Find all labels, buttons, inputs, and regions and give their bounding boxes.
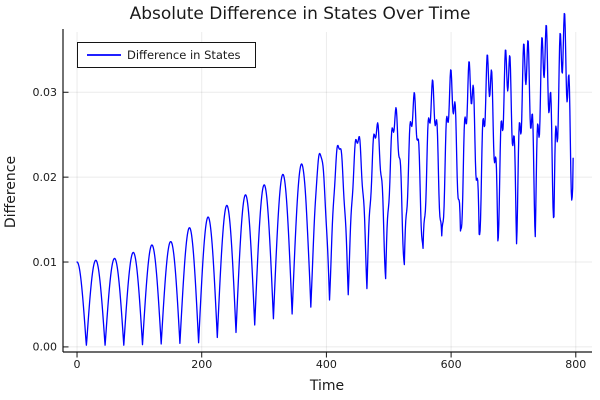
x-tick-label: 0 (74, 358, 81, 371)
legend-label: Difference in States (127, 48, 241, 62)
y-tick-label: 0.00 (33, 341, 58, 354)
tick-marks (63, 91, 577, 358)
series-line-difference-in-states (76, 12, 574, 346)
y-tick-label: 0.03 (33, 86, 58, 99)
x-tick-label: 400 (316, 358, 337, 371)
x-tick-label: 600 (441, 358, 462, 371)
y-tick-labels: 0.00 0.01 0.02 0.03 (33, 86, 58, 354)
chart-title: Absolute Difference in States Over Time (130, 4, 471, 24)
x-tick-label: 200 (191, 358, 212, 371)
x-axis-label: Time (309, 378, 344, 394)
legend: Difference in States (77, 42, 256, 68)
gridlines (63, 32, 592, 352)
y-tick-label: 0.01 (33, 256, 58, 269)
x-tick-label: 800 (565, 358, 586, 371)
x-tick-labels: 0 200 400 600 800 (74, 358, 587, 371)
axes-spines (62, 29, 592, 353)
y-axis-label: Difference (3, 156, 19, 228)
y-tick-label: 0.02 (33, 171, 58, 184)
